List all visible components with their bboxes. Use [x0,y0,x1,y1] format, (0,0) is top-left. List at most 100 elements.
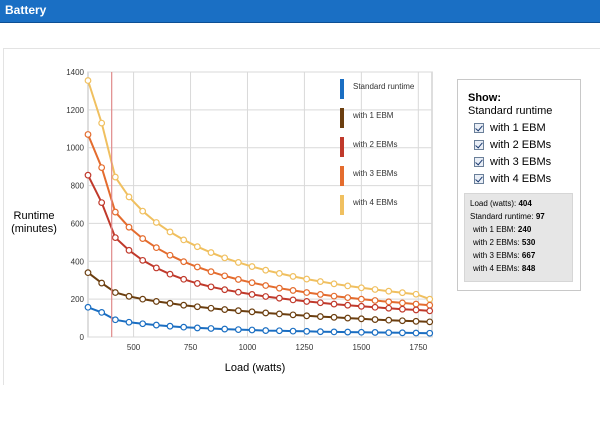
data-point [152,264,160,272]
legend-swatch [340,108,344,128]
x-tick-label: 1500 [352,343,370,352]
option-1-ebm[interactable]: with 1 EBM [474,120,546,136]
option-3-ebms[interactable]: with 3 EBMs [474,154,551,170]
data-point [412,329,420,337]
data-point [303,327,311,335]
data-point [398,329,406,337]
data-point [234,288,242,296]
data-point [248,308,256,316]
data-point [221,306,229,313]
data-point [426,295,434,303]
option-2-ebms[interactable]: with 2 EBMs [474,137,551,153]
readout-4-ebms: with 4 EBMs: 848 [473,264,536,273]
y-tick-label: 800 [71,182,85,191]
data-point [221,272,229,280]
title-bar: Battery [0,0,600,23]
data-point [84,171,92,179]
data-point [111,234,119,242]
data-point [262,266,270,274]
legend-label: with 3 EBMs [352,169,397,178]
standard-runtime-label: Standard runtime [468,105,553,117]
data-point [234,259,242,266]
data-point [289,327,297,335]
data-point [139,295,147,303]
data-point [193,243,201,251]
legend-swatch [340,166,344,186]
show-title: Show: [468,92,501,104]
data-point [344,314,352,322]
data-point [139,207,147,215]
data-point [84,77,92,84]
data-point [180,301,188,309]
data-point [316,328,324,336]
data-point [426,318,434,326]
readout-3-ebms: with 3 EBMs: 667 [473,251,536,260]
data-point [330,292,338,300]
data-point [193,280,201,287]
y-tick-label: 400 [71,257,85,266]
data-point [166,251,174,259]
data-point [221,254,229,262]
data-point [84,269,92,277]
data-point [111,316,119,324]
data-point [330,300,338,308]
data-point [357,302,365,310]
data-point [234,307,242,315]
data-point [262,327,270,334]
data-point [385,287,393,295]
data-point [207,268,215,276]
data-point [98,199,106,207]
checkbox-3-ebms[interactable] [474,157,484,167]
data-point [385,298,393,306]
data-point [248,279,256,287]
data-point [111,173,119,181]
data-point [125,223,133,231]
legend-swatch [340,79,344,99]
data-point [289,273,297,280]
data-point [180,275,188,283]
data-point [248,291,256,298]
data-point [398,299,406,307]
data-point [316,278,324,285]
data-point [193,263,201,271]
data-point [221,325,229,333]
data-point [398,317,406,325]
data-point [275,327,283,335]
data-point [426,307,434,315]
data-point [125,292,133,300]
data-point [207,283,215,291]
y-tick-label: 1000 [66,144,84,153]
data-point [275,270,283,277]
checkbox-1-ebm[interactable] [474,123,484,133]
checkbox-2-ebms[interactable] [474,140,484,150]
data-point [207,249,215,256]
data-point [275,310,283,318]
y-tick-label: 600 [71,219,85,228]
data-point [385,304,393,312]
value-readout: Load (watts): 404 Standard runtime: 97 w… [464,193,573,282]
data-point [139,320,147,328]
checkbox-4-ebms[interactable] [474,174,484,184]
option-4-ebms[interactable]: with 4 EBMs [474,171,551,187]
data-point [371,329,379,336]
x-tick-label: 1250 [296,343,314,352]
data-point [303,312,311,320]
y-tick-label: 0 [80,333,85,342]
data-point [262,309,270,317]
y-axis-label-line1: Runtime [13,210,55,222]
x-tick-label: 750 [184,343,198,352]
data-point [98,308,106,316]
data-point [234,276,242,283]
data-point [344,301,352,309]
readout-2-ebms: with 2 EBMs: 530 [473,238,536,247]
data-point [412,317,420,325]
data-point [330,280,338,288]
data-point [248,263,256,270]
y-tick-label: 1400 [66,68,84,77]
data-point [139,235,147,242]
data-point [84,303,92,311]
data-point [125,318,133,326]
data-point [166,228,174,236]
data-point [180,258,188,266]
